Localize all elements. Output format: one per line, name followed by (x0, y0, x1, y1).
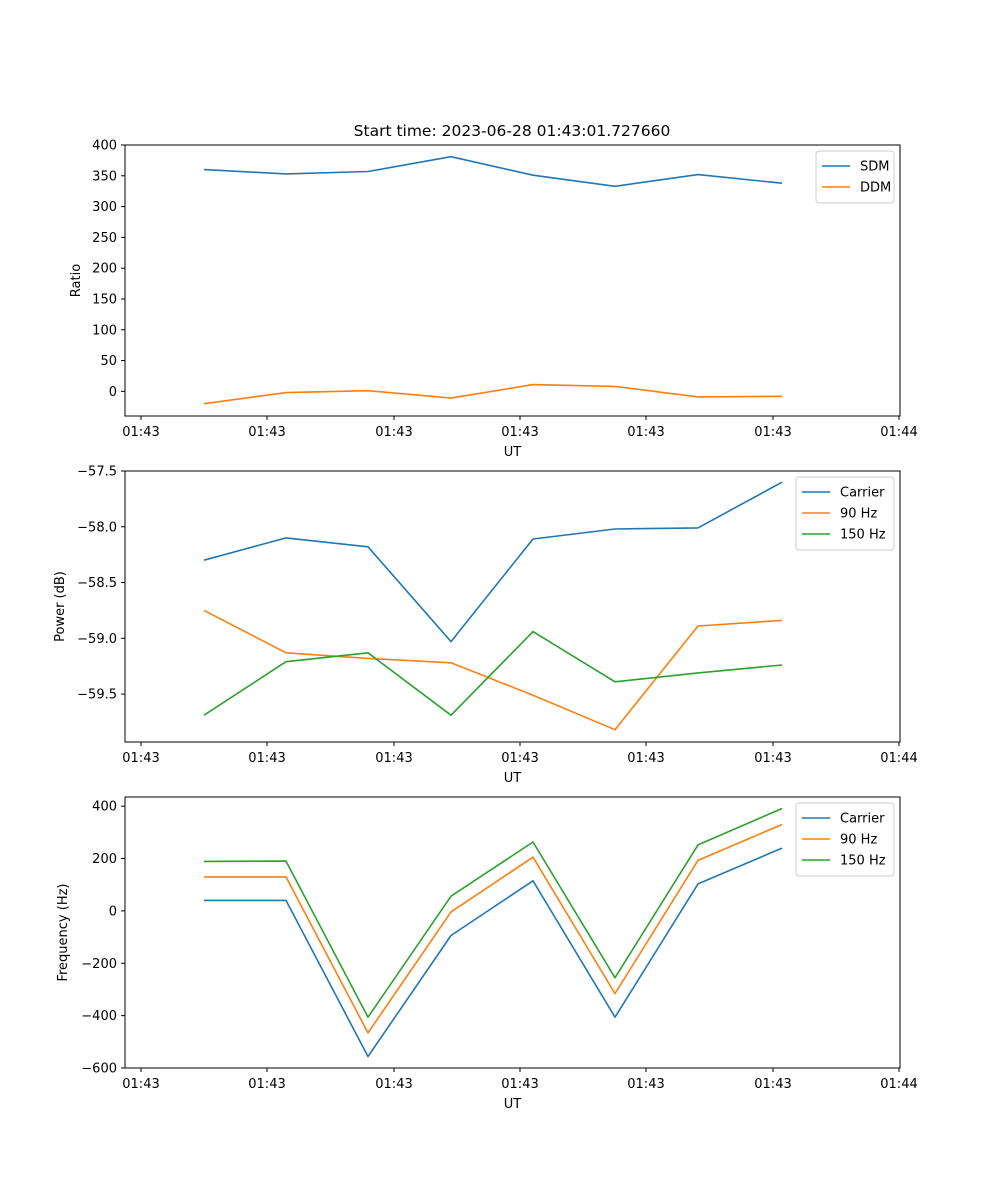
legend-label: Carrier (840, 486, 885, 501)
subplots: 01:43 01:43 01:43 01:43 01:43 01:43 01:44 0 50 10… (53, 139, 918, 1113)
series-line-carrier (203, 481, 783, 643)
x-tick-label: 01:43 (501, 751, 538, 766)
x-tick-label: 01:43 (375, 1077, 412, 1092)
x-tick-label: 01:43 (375, 425, 412, 440)
x-axis-label: UT (504, 1097, 522, 1112)
legend-label: 150 Hz (840, 528, 886, 543)
x-tick-label: 01:44 (880, 751, 917, 766)
y-axis-label: Ratio (69, 264, 84, 297)
y-tick-label: −200 (81, 957, 117, 972)
x-tick-label: 01:43 (248, 751, 285, 766)
y-axis-label: Frequency (Hz) (56, 883, 71, 981)
x-tick-label: 01:44 (880, 1077, 917, 1092)
y-tick-label: 350 (92, 169, 117, 184)
x-tick-label: 01:43 (627, 425, 664, 440)
y-tick-label: 0 (109, 385, 117, 400)
legend: Carrier 90 Hz 150 Hz (795, 802, 895, 877)
legend-label: DDM (860, 181, 891, 196)
x-tick-label: 01:43 (122, 751, 159, 766)
legend-label: Carrier (840, 812, 885, 827)
series-line-sdm (203, 155, 783, 188)
legend-label: SDM (860, 160, 889, 175)
x-tick-label: 01:43 (248, 425, 285, 440)
x-tick-label: 01:43 (501, 1077, 538, 1092)
subplot-2: 01:43 01:43 01:43 01:43 01:43 01:43 01:44 −59.5… (53, 465, 918, 787)
y-tick-label: 200 (92, 852, 117, 867)
x-tick-label: 01:43 (754, 1077, 791, 1092)
legend-box (795, 802, 895, 877)
legend: Carrier 90 Hz 150 Hz (795, 476, 895, 551)
subplot-3: 01:43 01:43 01:43 01:43 01:43 01:43 01:44 −600 −… (56, 796, 918, 1112)
plot-frame (124, 796, 901, 1069)
x-tick-label: 01:43 (122, 1077, 159, 1092)
y-axis-label: Power (dB) (53, 571, 68, 642)
y-tick-label: −57.5 (77, 465, 117, 480)
plot-frame (124, 144, 901, 417)
series-line-150-hz (203, 807, 783, 1019)
series-line-90-hz (204, 823, 783, 1034)
y-tick-label: 50 (100, 354, 117, 369)
legend-box (815, 150, 895, 204)
series-line-carrier (204, 847, 783, 1058)
x-tick-label: 01:43 (248, 1077, 285, 1092)
x-tick-label: 01:44 (880, 425, 917, 440)
x-tick-label: 01:43 (122, 425, 159, 440)
x-tick-label: 01:43 (627, 1077, 664, 1092)
legend-box (795, 476, 895, 551)
y-tick-label: 400 (92, 139, 117, 154)
legend: SDM DDM (815, 150, 895, 204)
legend-label: 90 Hz (840, 833, 877, 848)
y-tick-label: 250 (92, 231, 117, 246)
x-tick-label: 01:43 (375, 751, 412, 766)
series-line-90-hz (203, 609, 783, 731)
series-line-ddm (203, 383, 783, 405)
chart-title: Start time: 2023-06-28 01:43:01.727660 (354, 122, 671, 140)
y-tick-label: −400 (81, 1009, 117, 1024)
plot-frame (124, 470, 901, 743)
x-tick-label: 01:43 (754, 425, 791, 440)
y-tick-label: 100 (92, 323, 117, 338)
y-tick-label: 200 (92, 262, 117, 277)
y-tick-label: −59.0 (77, 632, 117, 647)
y-tick-label: 400 (92, 800, 117, 815)
y-tick-label: −59.5 (77, 688, 117, 703)
x-tick-label: 01:43 (627, 751, 664, 766)
subplot-1: 01:43 01:43 01:43 01:43 01:43 01:43 01:44 0 50 10… (69, 139, 918, 461)
y-tick-label: −58.0 (77, 520, 117, 535)
y-tick-label: 150 (92, 292, 117, 307)
y-tick-label: −58.5 (77, 576, 117, 591)
x-axis-label: UT (504, 445, 522, 460)
x-axis-label: UT (504, 771, 522, 786)
y-tick-label: −600 (81, 1062, 117, 1077)
series-line-150-hz (203, 630, 783, 717)
y-tick-label: 0 (109, 904, 117, 919)
legend-label: 90 Hz (840, 507, 877, 522)
legend-label: 150 Hz (840, 854, 886, 869)
y-tick-label: 300 (92, 200, 117, 215)
x-tick-label: 01:43 (501, 425, 538, 440)
x-tick-label: 01:43 (754, 751, 791, 766)
